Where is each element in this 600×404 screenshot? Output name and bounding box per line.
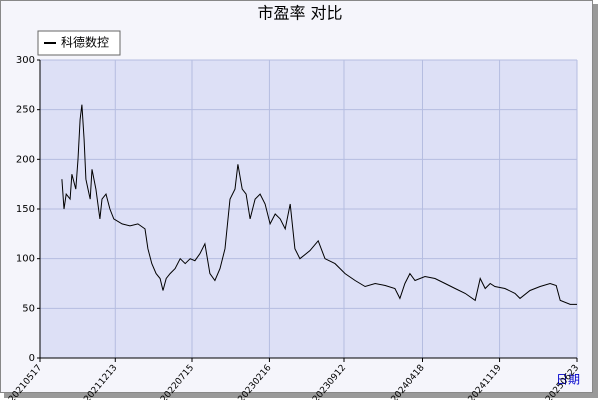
legend-label: 科德数控 xyxy=(61,35,109,50)
y-tick-label: 300 xyxy=(16,55,35,66)
y-tick-label: 0 xyxy=(29,353,35,364)
shadow xyxy=(4,393,598,398)
series-line xyxy=(61,104,577,305)
y-tick-label: 200 xyxy=(16,154,35,165)
legend-box xyxy=(37,30,121,56)
y-tick-label: 100 xyxy=(16,254,35,265)
shadow xyxy=(593,4,598,396)
y-tick-label: 50 xyxy=(22,303,35,314)
y-tick-label: 150 xyxy=(16,204,35,215)
chart-title: 市盈率 对比 xyxy=(257,4,342,23)
y-tick-label: 250 xyxy=(16,105,35,116)
x-axis-label: 日期 xyxy=(556,373,580,387)
